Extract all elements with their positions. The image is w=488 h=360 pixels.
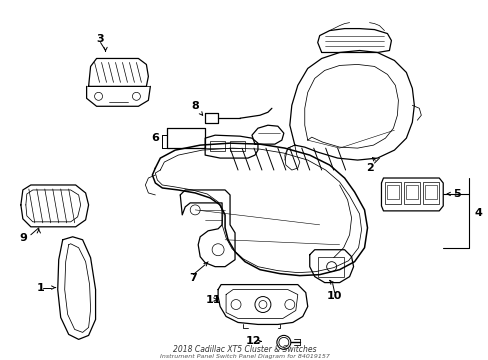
Text: 4: 4 bbox=[473, 208, 481, 218]
Text: 10: 10 bbox=[326, 291, 342, 301]
Circle shape bbox=[276, 336, 290, 349]
Text: 8: 8 bbox=[191, 101, 199, 111]
Bar bbox=[210, 141, 224, 151]
Text: 6: 6 bbox=[151, 133, 159, 143]
Bar bbox=[386, 185, 399, 199]
Text: 2: 2 bbox=[365, 163, 373, 173]
Text: Instrument Panel Switch Panel Diagram for 84019157: Instrument Panel Switch Panel Diagram fo… bbox=[159, 354, 329, 359]
Bar bbox=[406, 185, 417, 199]
Text: 9: 9 bbox=[19, 233, 27, 243]
Bar bbox=[385, 182, 401, 204]
Text: 12: 12 bbox=[244, 336, 260, 346]
Bar bbox=[425, 185, 436, 199]
Text: 5: 5 bbox=[452, 189, 460, 199]
Bar bbox=[229, 141, 244, 151]
Bar bbox=[423, 182, 438, 204]
Text: 1: 1 bbox=[37, 283, 44, 293]
Text: 7: 7 bbox=[189, 273, 197, 283]
Text: 2018 Cadillac XT5 Cluster & Switches: 2018 Cadillac XT5 Cluster & Switches bbox=[172, 345, 316, 354]
Bar bbox=[404, 182, 420, 204]
Text: 3: 3 bbox=[97, 33, 104, 44]
Text: 11: 11 bbox=[205, 294, 221, 305]
Bar bbox=[317, 257, 343, 276]
